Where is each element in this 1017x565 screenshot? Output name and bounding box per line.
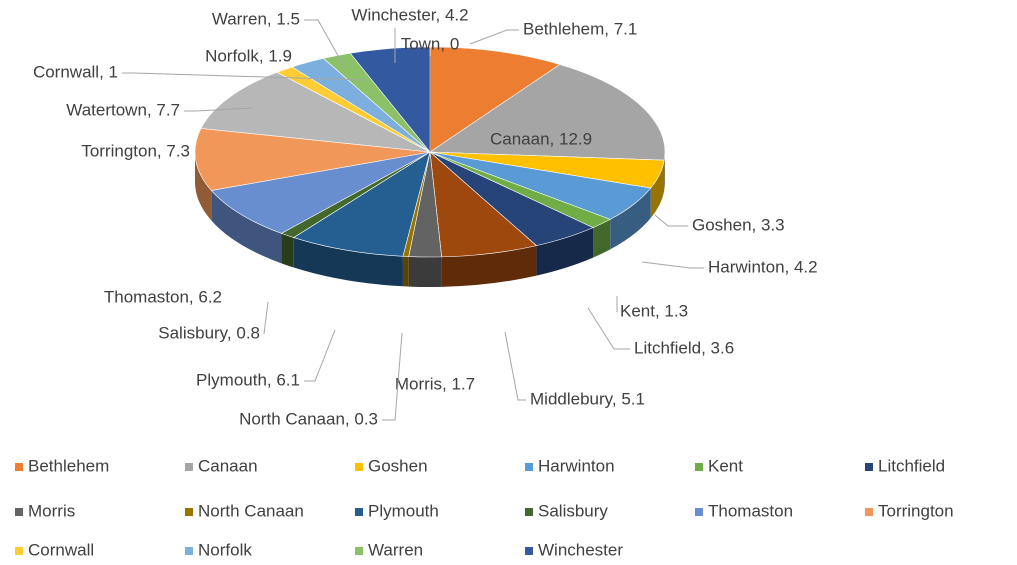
slice-side [536,227,594,276]
legend-swatch [865,463,873,471]
data-label: Warren, 1.5 [212,9,300,28]
data-label: Morris, 1.7 [395,374,475,393]
legend-swatch [865,508,873,516]
leader-line [504,331,526,401]
leader-line [641,261,704,269]
leader-line [184,107,253,112]
data-label: Norfolk, 1.9 [205,46,292,65]
leader-line [469,29,519,45]
slice-side [211,190,282,264]
slice [349,46,431,153]
legend-label: Winchester [538,540,623,559]
slice-side [408,256,442,288]
legend-label: Morris [28,501,75,520]
legend-swatch [185,463,193,471]
slice [429,64,666,161]
slice-side [293,237,403,287]
data-label: Middlebury, 5.1 [530,389,645,408]
slice [429,46,561,153]
slice [293,151,431,257]
slice-side [281,233,294,268]
legend-label: Torrington [878,501,954,520]
legend-label: Harwinton [538,456,615,475]
legend-label: Cornwall [28,540,94,559]
slice-side [650,160,665,219]
leader-line [304,329,336,382]
legend-label: Kent [708,456,743,475]
data-label: Thomaston, 6.2 [104,287,222,306]
leader-line [304,19,346,69]
data-label: Town, 0 [401,34,460,53]
legend-swatch [525,547,533,555]
slice-side [664,152,665,191]
leader-line [382,332,403,421]
legend-label: Bethlehem [28,456,109,475]
legend-label: Plymouth [368,501,439,520]
data-label: Cornwall, 1 [33,62,118,81]
legend-swatch [355,547,363,555]
data-label: Kent, 1.3 [620,301,688,320]
slice-side [593,219,611,258]
legend-swatch [15,463,23,471]
legend-swatch [185,547,193,555]
legend-swatch [15,508,23,516]
slice [200,71,431,153]
data-label: Litchfield, 3.6 [634,338,734,357]
legend-swatch [525,463,533,471]
slice [194,128,431,191]
data-label: Harwinton, 4.2 [708,257,818,276]
legend-label: Salisbury [538,501,608,520]
legend-label: Norfolk [198,540,252,559]
leader-line [587,307,630,350]
legend-swatch [15,547,23,555]
data-label: Goshen, 3.3 [692,215,785,234]
leader-line [654,214,688,227]
data-label: Torrington, 7.3 [81,141,190,160]
data-label: Salisbury, 0.8 [158,323,260,342]
legend-label: Thomaston [708,501,793,520]
legend-label: Litchfield [878,456,945,475]
legend-swatch [185,508,193,516]
slice [210,151,431,234]
data-label: Watertown, 7.7 [66,100,180,119]
leader-line [263,301,269,335]
data-label: Canaan, 12.9 [490,129,592,148]
legend-label: Canaan [198,456,258,475]
slice-side [195,152,212,221]
legend-swatch [355,463,363,471]
legend-label: Warren [368,540,423,559]
leader-line [122,72,364,81]
legend-swatch [355,508,363,516]
data-label: Plymouth, 6.1 [196,370,300,389]
data-label: Winchester, 4.2 [351,5,468,24]
slice-side [402,256,409,287]
data-label: North Canaan, 0.3 [239,409,378,428]
legend-swatch [525,508,533,516]
legend-label: North Canaan [198,501,304,520]
legend-swatch [695,463,703,471]
legend-swatch [695,508,703,516]
legend-label: Goshen [368,456,428,475]
slice-side [610,188,651,250]
data-label: Bethlehem, 7.1 [523,19,637,38]
